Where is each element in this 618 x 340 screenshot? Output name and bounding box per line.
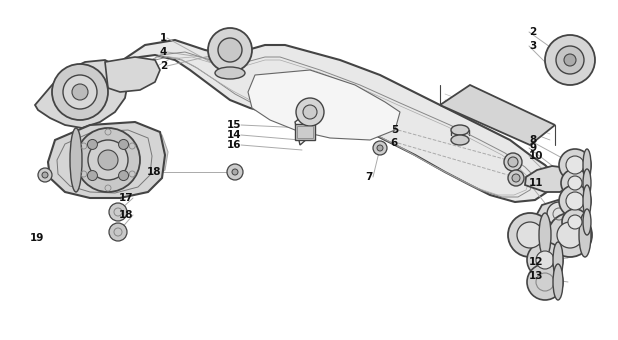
- Circle shape: [564, 54, 576, 66]
- Circle shape: [218, 38, 242, 62]
- Circle shape: [42, 172, 48, 178]
- Circle shape: [232, 169, 238, 175]
- Circle shape: [568, 215, 582, 229]
- Circle shape: [556, 46, 584, 74]
- Text: 14: 14: [226, 130, 241, 140]
- Circle shape: [504, 153, 522, 171]
- Text: 8: 8: [529, 135, 536, 145]
- Ellipse shape: [583, 149, 591, 181]
- Ellipse shape: [451, 125, 469, 135]
- Circle shape: [87, 171, 98, 181]
- Circle shape: [508, 170, 524, 186]
- Text: 3: 3: [529, 41, 536, 51]
- Polygon shape: [440, 85, 555, 145]
- Text: 12: 12: [529, 257, 543, 267]
- Text: 18: 18: [146, 167, 161, 177]
- Circle shape: [109, 203, 127, 221]
- Circle shape: [38, 168, 52, 182]
- Circle shape: [377, 145, 383, 151]
- Ellipse shape: [583, 185, 591, 217]
- Text: 1: 1: [159, 33, 167, 43]
- Circle shape: [562, 209, 588, 235]
- Circle shape: [557, 222, 583, 248]
- Text: 15: 15: [227, 120, 241, 130]
- Circle shape: [296, 98, 324, 126]
- Text: 4: 4: [159, 47, 167, 57]
- Polygon shape: [105, 57, 160, 92]
- Text: 17: 17: [119, 193, 133, 203]
- Circle shape: [547, 202, 571, 226]
- Circle shape: [508, 213, 552, 257]
- Text: 5: 5: [391, 125, 398, 135]
- Circle shape: [373, 141, 387, 155]
- Text: 19: 19: [30, 233, 44, 243]
- Circle shape: [527, 242, 563, 278]
- Circle shape: [303, 105, 317, 119]
- Circle shape: [559, 149, 591, 181]
- Circle shape: [87, 139, 98, 150]
- Circle shape: [559, 185, 591, 217]
- Circle shape: [568, 176, 582, 190]
- Circle shape: [536, 251, 554, 269]
- Text: 2: 2: [529, 27, 536, 37]
- Text: 11: 11: [529, 178, 543, 188]
- Circle shape: [63, 75, 97, 109]
- Polygon shape: [115, 130, 168, 184]
- Text: 10: 10: [529, 151, 543, 161]
- Text: 13: 13: [529, 271, 543, 281]
- Circle shape: [548, 213, 592, 257]
- Polygon shape: [537, 200, 580, 228]
- Text: 18: 18: [119, 210, 133, 220]
- Text: 9: 9: [529, 143, 536, 153]
- Ellipse shape: [583, 169, 591, 197]
- Circle shape: [561, 169, 589, 197]
- Ellipse shape: [451, 135, 469, 145]
- Bar: [295, 124, 315, 140]
- Ellipse shape: [579, 213, 591, 257]
- Ellipse shape: [553, 242, 563, 278]
- Circle shape: [512, 174, 520, 182]
- Polygon shape: [248, 70, 400, 140]
- Circle shape: [109, 223, 127, 241]
- Ellipse shape: [70, 128, 82, 192]
- Ellipse shape: [583, 209, 591, 235]
- Circle shape: [88, 140, 128, 180]
- Circle shape: [566, 156, 584, 174]
- Text: 2: 2: [159, 61, 167, 71]
- Circle shape: [545, 35, 595, 85]
- Ellipse shape: [215, 67, 245, 79]
- Polygon shape: [35, 60, 128, 128]
- Text: 7: 7: [366, 172, 373, 182]
- Circle shape: [72, 84, 88, 100]
- Circle shape: [508, 157, 518, 167]
- Circle shape: [52, 64, 108, 120]
- Circle shape: [566, 192, 584, 210]
- Polygon shape: [108, 40, 555, 202]
- Circle shape: [208, 28, 252, 72]
- Circle shape: [527, 264, 563, 300]
- Bar: [297, 126, 313, 138]
- Circle shape: [119, 139, 129, 150]
- Ellipse shape: [553, 264, 563, 300]
- Text: 6: 6: [391, 138, 398, 148]
- Circle shape: [227, 164, 243, 180]
- Circle shape: [517, 222, 543, 248]
- Ellipse shape: [539, 213, 551, 257]
- Polygon shape: [48, 122, 165, 198]
- Circle shape: [98, 150, 118, 170]
- Circle shape: [76, 128, 140, 192]
- Polygon shape: [525, 166, 575, 192]
- Text: 16: 16: [227, 140, 241, 150]
- Circle shape: [119, 171, 129, 181]
